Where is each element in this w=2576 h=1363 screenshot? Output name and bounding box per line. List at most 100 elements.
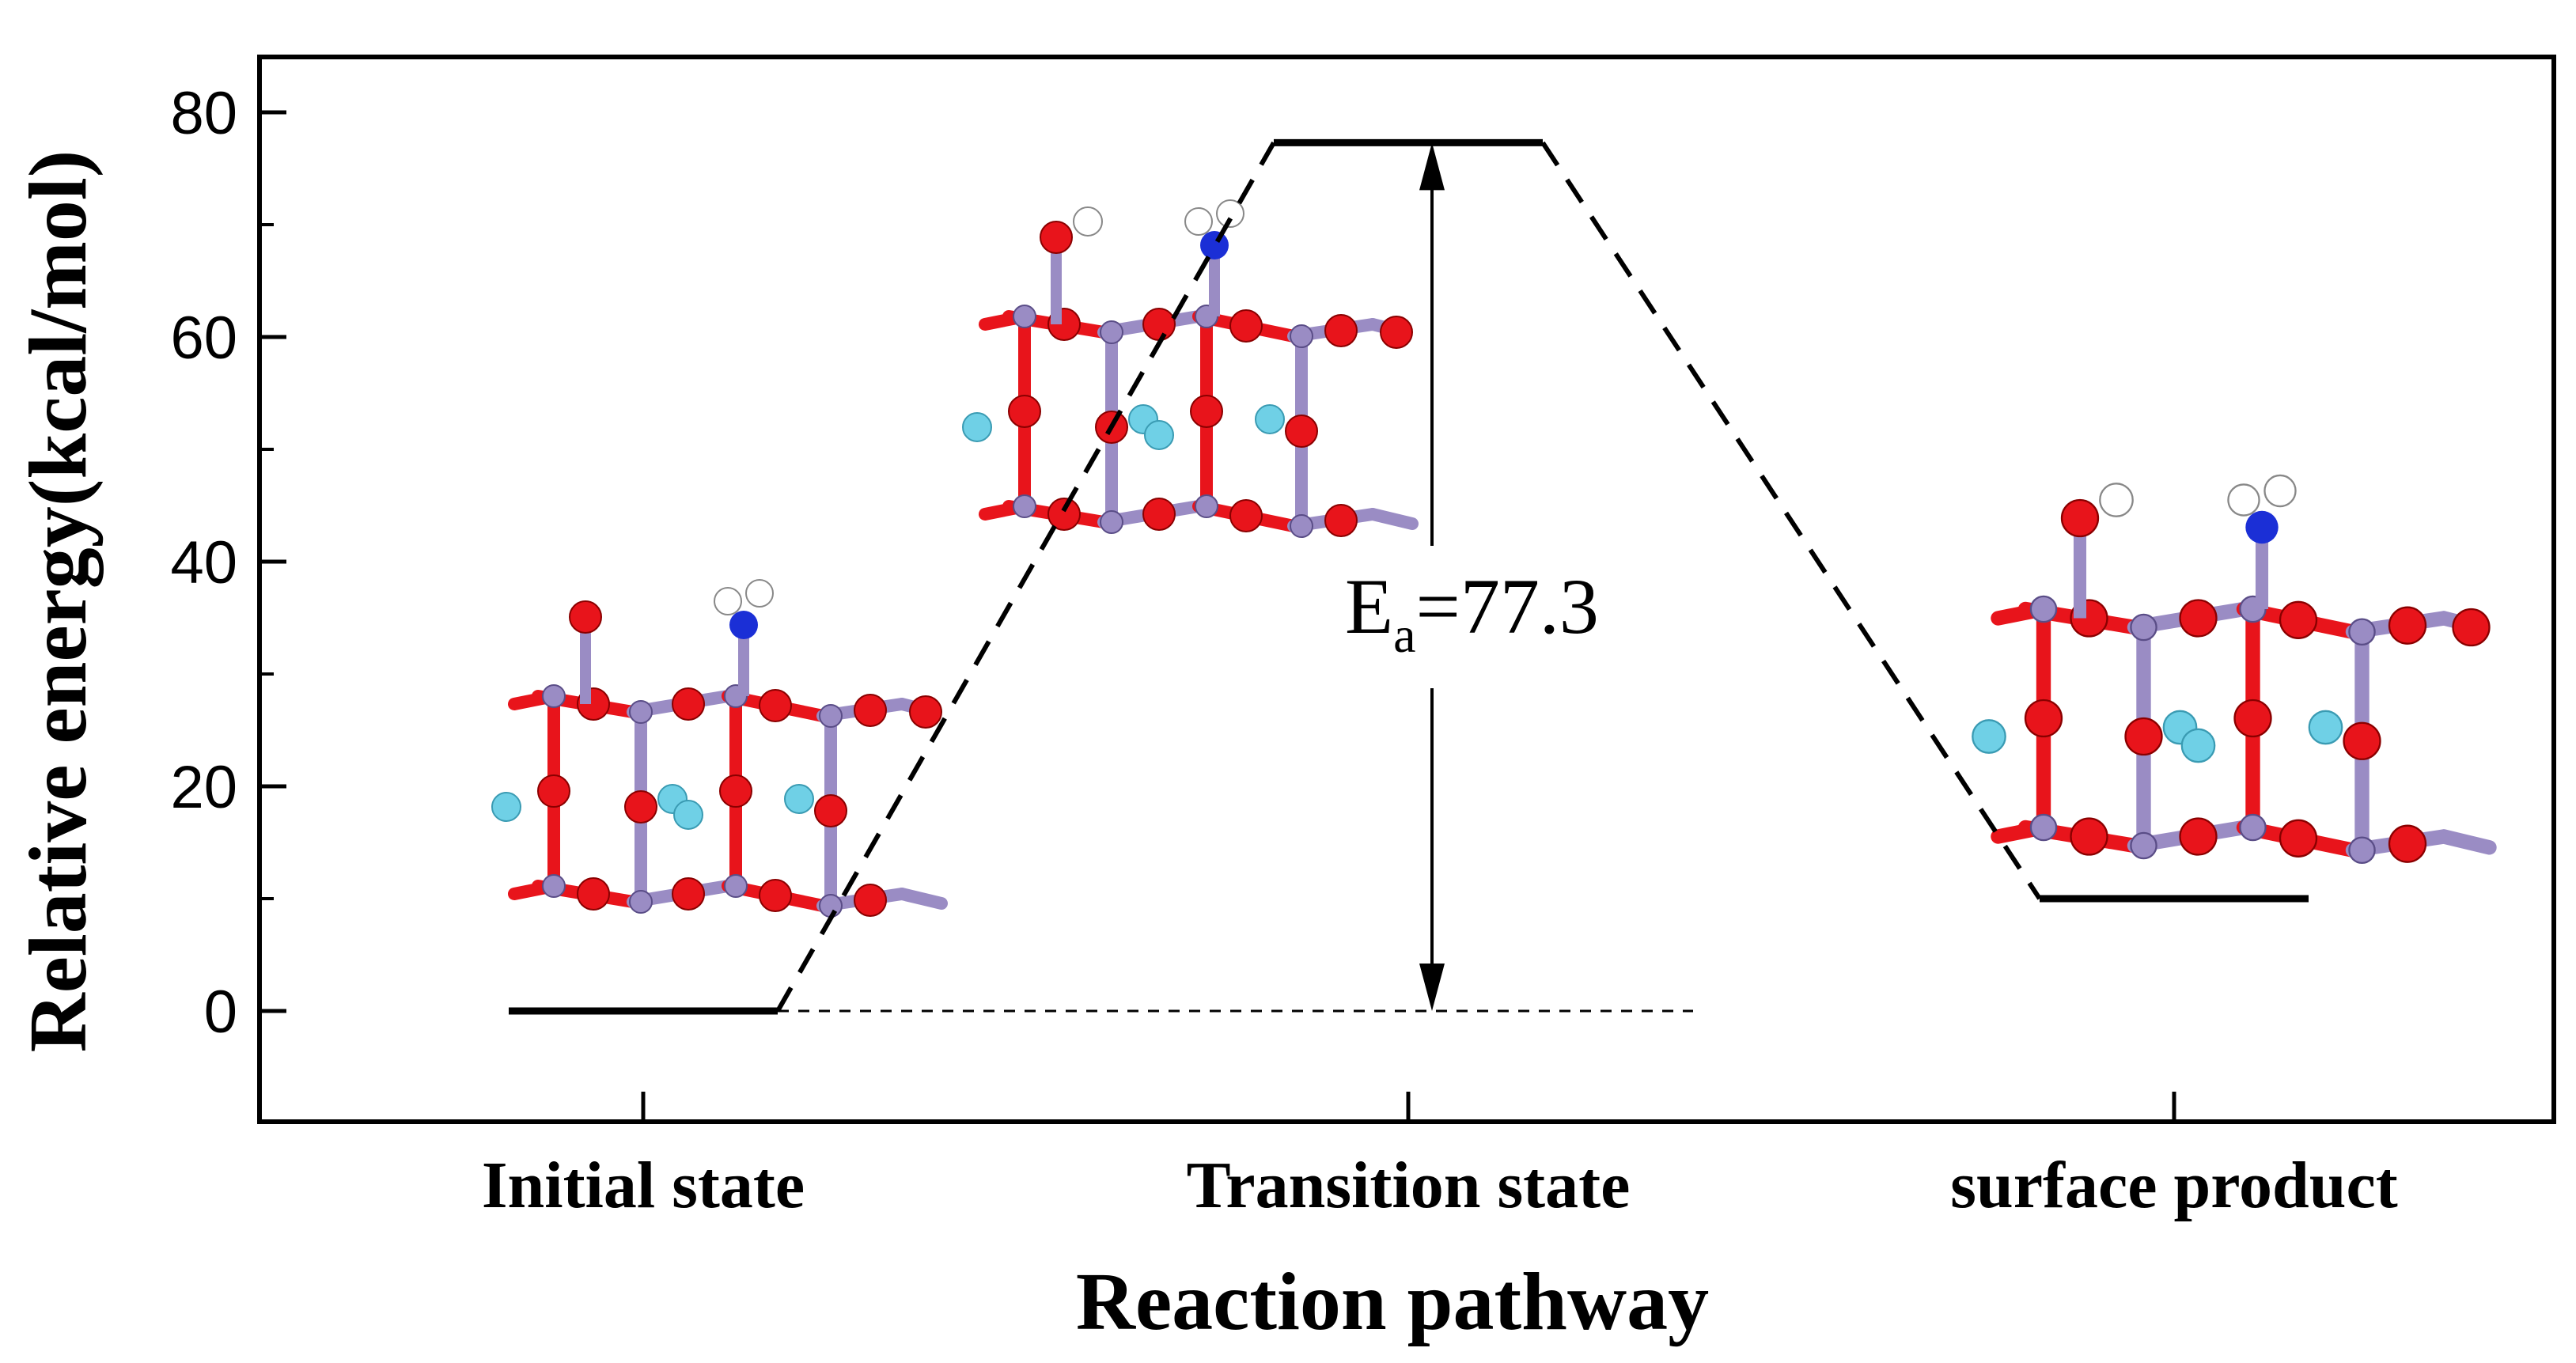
- molecule-structure: [962, 199, 1419, 538]
- ion-atom: [962, 412, 992, 442]
- metal-atom: [542, 684, 566, 708]
- bond: [2436, 829, 2497, 855]
- hydrogen-atom: [2263, 474, 2297, 508]
- y-axis-title: Relative energy(kcal/mol): [13, 150, 104, 1053]
- pathway-connector: [1540, 141, 2042, 900]
- metal-atom: [1100, 510, 1123, 534]
- hydrogen-atom: [2099, 483, 2134, 517]
- metal-atom: [1100, 320, 1123, 344]
- oxygen-atom: [1190, 395, 1223, 428]
- metal-atom: [1195, 494, 1218, 518]
- oxygen-atom: [1380, 316, 1413, 349]
- oxygen-atom: [1008, 395, 1041, 428]
- ea-subscript: a: [1393, 607, 1415, 663]
- metal-atom: [542, 874, 566, 898]
- ea-label-background: [1329, 546, 1661, 688]
- nitrogen-atom: [729, 611, 758, 639]
- oxygen-atom: [624, 790, 657, 823]
- ea-label: Ea=77.3: [1345, 562, 1599, 663]
- metal-atom: [724, 874, 748, 898]
- y-tick-label: 40: [170, 529, 237, 596]
- metal-atom: [2130, 831, 2157, 860]
- oxygen-atom: [2024, 699, 2063, 738]
- metal-atom: [819, 704, 843, 728]
- metal-atom: [2239, 813, 2267, 842]
- ion-atom: [2308, 710, 2343, 745]
- nitrogen-atom: [1200, 231, 1229, 259]
- hydrogen-atom: [1184, 207, 1213, 236]
- metal-atom: [2029, 813, 2058, 842]
- metal-atom: [1290, 514, 1313, 538]
- metal-atom: [2130, 613, 2157, 642]
- metal-atom: [1013, 494, 1036, 518]
- oxygen-atom: [759, 689, 792, 722]
- metal-atom: [629, 890, 653, 914]
- pathway-connectors: [775, 141, 2042, 1013]
- y-tick-label: 80: [170, 80, 237, 147]
- hydrogen-atom: [1073, 206, 1103, 237]
- bond: [896, 888, 948, 910]
- ion-atom: [1255, 404, 1285, 434]
- ea-symbol: E: [1345, 562, 1393, 650]
- oxygen-atom: [1047, 498, 1081, 531]
- ea-value: =77.3: [1416, 562, 1599, 650]
- x-category-label: surface product: [1950, 1149, 2397, 1222]
- hydrogen-atom: [714, 587, 742, 615]
- ion-atom: [1144, 420, 1174, 450]
- hydrogen-atom: [745, 579, 774, 608]
- ion-atom: [2180, 728, 2216, 763]
- ion-atom: [1972, 719, 2006, 754]
- oxygen-atom: [759, 879, 792, 912]
- activation-energy-annotation: Ea=77.3: [1329, 142, 1661, 1011]
- oxygen-atom: [854, 884, 887, 917]
- oxygen-atom: [1040, 221, 1073, 254]
- molecular-structures: [491, 199, 2497, 918]
- metal-atom: [1290, 324, 1313, 348]
- oxygen-atom: [2388, 606, 2427, 645]
- oxygen-atom: [1229, 309, 1263, 343]
- y-tick-label: 60: [170, 305, 237, 372]
- oxygen-atom: [2124, 717, 2163, 756]
- oxygen-atom: [2233, 699, 2272, 738]
- oxygen-atom: [672, 687, 705, 721]
- metal-atom: [1013, 305, 1036, 328]
- oxygen-atom: [1142, 498, 1176, 531]
- hydrogen-atom: [2227, 483, 2260, 517]
- oxygen-atom: [909, 695, 942, 729]
- molecule-structure: [491, 579, 948, 918]
- oxygen-atom: [1324, 314, 1358, 347]
- oxygen-atom: [2279, 819, 2318, 858]
- x-category-label: Initial state: [482, 1149, 805, 1222]
- oxygen-atom: [2452, 608, 2491, 647]
- x-category-label: Transition state: [1187, 1149, 1631, 1222]
- metal-atom: [2348, 836, 2376, 864]
- metal-atom: [629, 700, 653, 724]
- y-axis-ticks: 0 20 40 60 80: [170, 80, 286, 1046]
- oxygen-atom: [2179, 817, 2218, 856]
- x-axis-ticks: Initial state Transition state surface pro…: [482, 1092, 2398, 1222]
- oxygen-atom: [814, 794, 847, 827]
- x-axis-title: Reaction pathway: [1076, 1256, 1709, 1347]
- pathway-connector: [775, 141, 1276, 1013]
- bond: [1366, 508, 1419, 530]
- oxygen-atom: [2279, 600, 2318, 639]
- energy-levels: [509, 138, 2309, 1015]
- ion-atom: [491, 792, 521, 822]
- oxygen-atom: [577, 877, 610, 911]
- oxygen-atom: [719, 774, 752, 808]
- oxygen-atom: [2343, 721, 2381, 760]
- ion-atom: [673, 800, 703, 830]
- oxygen-atom: [1229, 499, 1263, 532]
- metal-atom: [2348, 618, 2376, 646]
- oxygen-atom: [672, 877, 705, 911]
- y-tick-label: 0: [204, 979, 237, 1046]
- oxygen-atom: [1142, 308, 1176, 341]
- ion-atom: [784, 784, 814, 814]
- oxygen-atom: [2070, 817, 2108, 856]
- oxygen-atom: [2060, 498, 2100, 538]
- oxygen-atom: [1324, 504, 1358, 537]
- oxygen-atom: [537, 774, 570, 808]
- nitrogen-atom: [2245, 510, 2279, 544]
- y-tick-label: 20: [170, 754, 237, 821]
